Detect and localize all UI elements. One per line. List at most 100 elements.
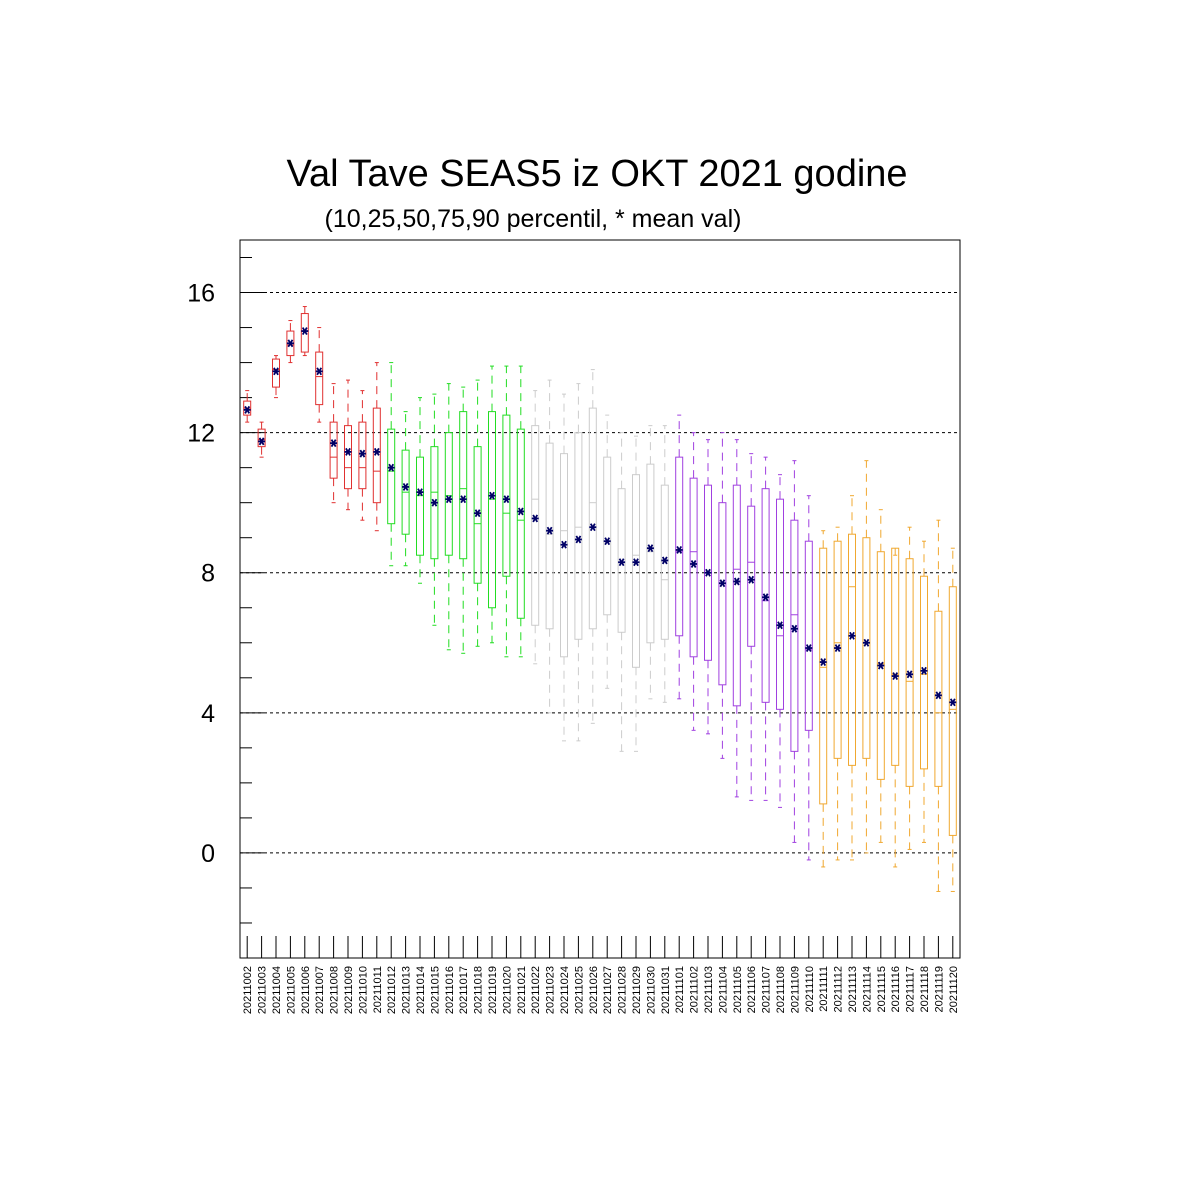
box-20211011: [372, 362, 381, 532]
x-tick-labels: 20211002 20211003 20211004 20211005 20211006…: [242, 966, 960, 1014]
x-tick-label: 20211027: [602, 966, 614, 1014]
x-tick-label: 20211014: [415, 966, 427, 1014]
x-tick-label: 20211017: [458, 966, 470, 1014]
mean-stroke: [244, 405, 251, 414]
x-tick-label: 20211110: [804, 966, 816, 1013]
x-tick-label: 20211011: [372, 966, 384, 1013]
chart-title: Val Tave SEAS5 iz OKT 2021 godine: [286, 153, 907, 195]
box-20211026: [588, 369, 597, 724]
mean-stroke: [460, 495, 467, 504]
box-iqr: [833, 540, 842, 759]
box-20211102: [689, 432, 698, 731]
x-tick-label: 20211120: [948, 966, 960, 1013]
box-20211116: [891, 547, 900, 868]
mean-marker: [805, 644, 813, 652]
x-tick-label: 20211103: [703, 966, 715, 1013]
x-tick-label: 20211007: [314, 966, 326, 1014]
x-tick-label: 20211115: [876, 966, 888, 1013]
y-tick-label: 0: [201, 840, 215, 868]
box-20211005: [286, 320, 295, 364]
mean-marker: [747, 575, 755, 584]
mean-stroke: [647, 544, 654, 553]
box-20211119: [934, 519, 943, 892]
box-iqr: [819, 547, 828, 805]
x-tick-label: 20211107: [761, 966, 773, 1013]
mean-stroke: [777, 621, 783, 630]
x-tick-label: 20211104: [717, 966, 729, 1013]
box-iqr: [315, 351, 324, 406]
x-tick-label: 20211008: [329, 966, 341, 1014]
gridlines: [240, 292, 960, 854]
mean-stroke: [589, 523, 596, 532]
mean-marker: [445, 495, 453, 504]
x-tick-label: 20211118: [919, 966, 931, 1013]
box-20211010: [358, 390, 367, 521]
x-tick-label: 20211102: [689, 966, 701, 1013]
mean-marker: [906, 670, 914, 679]
box-20211002: [243, 390, 252, 423]
mean-markers: [243, 327, 957, 707]
mean-stroke: [258, 437, 265, 446]
box-iqr: [920, 575, 928, 770]
mean-stroke: [892, 672, 899, 681]
x-tick-label: 20211006: [300, 966, 312, 1014]
mean-marker: [330, 439, 338, 448]
mean-marker: [646, 544, 654, 553]
mean-marker: [934, 691, 942, 700]
box-20211105: [732, 439, 741, 798]
mean-marker: [589, 523, 597, 532]
box-20211014: [416, 397, 424, 584]
mean-marker: [243, 405, 251, 414]
x-tick-label: 20211009: [343, 966, 355, 1014]
mean-stroke: [676, 546, 683, 554]
mean-marker: [733, 577, 741, 586]
mean-stroke: [474, 509, 481, 518]
box-20211003: [257, 421, 266, 458]
mean-marker: [474, 509, 482, 518]
mean-stroke: [733, 577, 740, 586]
box-20211013: [401, 411, 410, 567]
box-iqr: [905, 558, 914, 787]
box-20211021: [516, 365, 525, 658]
y-tick-marks: [240, 257, 264, 959]
box-iqr: [776, 498, 784, 710]
x-tick-label: 20211022: [530, 966, 542, 1014]
y-tick-label: 16: [187, 280, 215, 308]
mean-stroke: [517, 507, 524, 516]
mean-stroke: [388, 463, 395, 472]
box-iqr: [891, 547, 900, 766]
x-tick-label: 20211108: [775, 966, 787, 1013]
mean-stroke: [561, 540, 567, 549]
mean-stroke: [661, 556, 668, 565]
box-20211111: [819, 530, 828, 868]
box-iqr: [732, 484, 741, 707]
mean-marker: [848, 631, 856, 640]
mean-marker: [546, 526, 554, 535]
x-tick-label: 20211114: [861, 966, 873, 1013]
mean-stroke: [906, 670, 913, 679]
mean-stroke: [633, 558, 639, 567]
box-20211004: [272, 355, 280, 399]
box-20211101: [675, 414, 684, 700]
x-tick-label: 20211117: [905, 966, 917, 1013]
x-tick-label: 20211113: [847, 966, 859, 1013]
box-20211024: [560, 393, 568, 742]
box-iqr: [761, 488, 770, 703]
box-20211020: [502, 365, 511, 658]
mean-marker: [776, 621, 784, 630]
box-20211015: [430, 393, 439, 626]
mean-stroke: [546, 526, 553, 535]
box-20211118: [920, 540, 928, 843]
x-tick-label: 20211106: [746, 966, 758, 1013]
mean-stroke: [402, 482, 409, 491]
mean-marker: [373, 447, 381, 456]
mean-stroke: [690, 560, 697, 568]
x-tick-label: 20211101: [674, 966, 686, 1013]
box-iqr: [747, 505, 756, 647]
mean-marker: [488, 491, 496, 500]
mean-marker: [301, 327, 309, 336]
mean-stroke: [705, 568, 711, 577]
mean-marker: [531, 514, 539, 523]
box-20211030: [646, 425, 655, 700]
mean-marker: [272, 367, 280, 376]
